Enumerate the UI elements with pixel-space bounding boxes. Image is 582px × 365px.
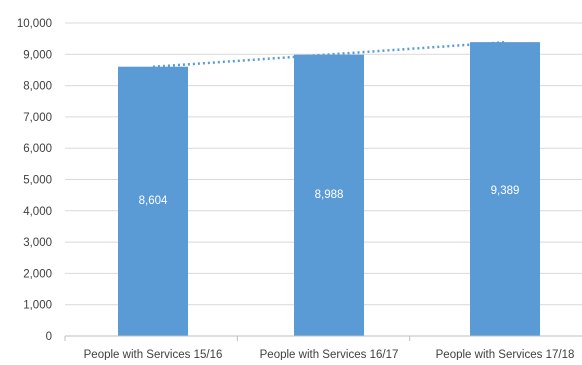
y-tick-label: 1,000 bbox=[23, 300, 52, 312]
y-tick-label: 9,000 bbox=[23, 49, 52, 61]
data-label: 8,604 bbox=[139, 195, 168, 207]
bar bbox=[470, 42, 540, 336]
bar bbox=[118, 66, 188, 337]
y-tick-label: 3,000 bbox=[23, 237, 52, 249]
trendline-group bbox=[152, 40, 506, 69]
y-tick-label: 5,000 bbox=[23, 175, 52, 187]
y-tick-label: 6,000 bbox=[23, 143, 52, 155]
y-tick-label: 2,000 bbox=[23, 268, 52, 280]
bar bbox=[294, 54, 364, 336]
y-tick-label: 7,000 bbox=[23, 112, 52, 124]
y-tick-label: 10,000 bbox=[17, 18, 52, 30]
bars bbox=[118, 42, 540, 337]
trendline bbox=[152, 40, 506, 69]
data-label: 8,988 bbox=[315, 189, 344, 201]
y-tick-label: 0 bbox=[46, 331, 52, 343]
x-tick-label: People with Services 15/16 bbox=[84, 349, 223, 360]
y-tick-label: 8,000 bbox=[23, 81, 52, 93]
x-axis bbox=[64, 335, 582, 341]
data-labels: 8,604 8,988 9,389 bbox=[139, 185, 520, 207]
x-tick-label: People with Services 17/18 bbox=[436, 349, 575, 360]
data-label: 9,389 bbox=[491, 185, 520, 197]
y-axis-ticks: 0 1,000 2,000 3,000 4,000 5,000 6,000 7,000 8,00… bbox=[17, 18, 52, 343]
x-tick-label: People with Services 16/17 bbox=[260, 349, 399, 360]
x-axis-ticks: People with Services 15/16 People with Se… bbox=[84, 349, 575, 361]
y-tick-label: 4,000 bbox=[23, 206, 52, 218]
